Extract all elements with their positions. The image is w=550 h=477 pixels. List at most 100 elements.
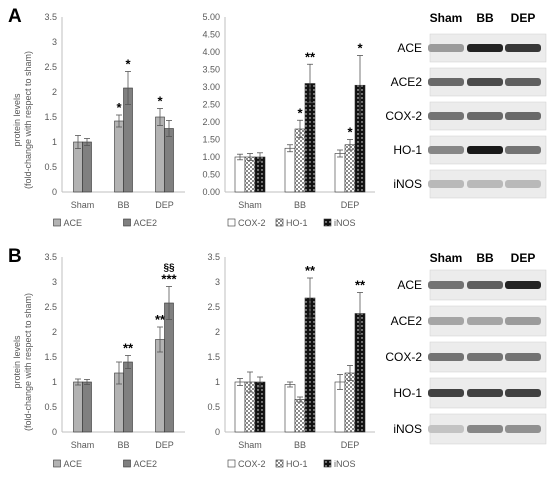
bar-cox-2-sham xyxy=(234,156,246,193)
bar-ace2-dep xyxy=(164,302,174,433)
y-tick-label: 3 xyxy=(52,37,57,47)
blot-band xyxy=(505,353,541,361)
legend-swatch-ho-1 xyxy=(275,459,284,468)
y-axis-label-a-line2: (fold-change with respect to sham) xyxy=(23,51,33,189)
blot-lane-label-dep: DEP xyxy=(511,11,536,25)
legend-label-ace: ACE xyxy=(64,459,83,469)
blot-band xyxy=(428,281,464,289)
blot-band xyxy=(428,180,464,188)
y-tick-label: 3.00 xyxy=(202,82,220,92)
y-tick-label: 4.00 xyxy=(202,47,220,57)
bar-ho-1-dep xyxy=(344,372,356,433)
y-tick-label: 2 xyxy=(215,327,220,337)
y-tick-label: 1 xyxy=(52,137,57,147)
y-tick-label: 5.00 xyxy=(202,12,220,22)
y-tick-label: 1.00 xyxy=(202,152,220,162)
blot-band xyxy=(467,78,503,86)
y-tick-label: 1.5 xyxy=(44,352,57,362)
x-tick-label: BB xyxy=(117,200,129,210)
blot-band xyxy=(428,425,464,433)
significance-marker-secondary: §§ xyxy=(163,263,175,274)
legend-label-ace2: ACE2 xyxy=(134,459,158,469)
legend-swatch-inos xyxy=(323,459,332,468)
y-tick-label: 0.00 xyxy=(202,187,220,197)
blot-band xyxy=(428,317,464,325)
significance-marker: * xyxy=(157,94,163,109)
blot-lane-label-sham: Sham xyxy=(430,251,463,265)
bar-cox-2-dep xyxy=(334,153,346,193)
panel-letter-b: B xyxy=(8,246,22,267)
blot-band xyxy=(428,389,464,397)
significance-marker: ** xyxy=(155,312,166,327)
significance-marker: ** xyxy=(305,49,316,64)
blot-row-label-cox-2: COX-2 xyxy=(385,350,422,364)
legend-label-inos: iNOS xyxy=(334,218,356,228)
significance-marker: * xyxy=(347,125,353,140)
x-tick-label: Sham xyxy=(71,440,95,450)
legend-swatch-inos xyxy=(323,218,332,227)
blot-band xyxy=(505,425,541,433)
y-axis-label-b: protein levels (fold-change with respect… xyxy=(12,293,33,431)
bar-inos-sham xyxy=(254,156,266,193)
x-tick-label: Sham xyxy=(238,200,262,210)
legend-label-cox-2: COX-2 xyxy=(238,218,266,228)
blot-band xyxy=(428,353,464,361)
x-tick-label: DEP xyxy=(155,440,174,450)
blot-band xyxy=(467,146,503,154)
y-tick-label: 2.00 xyxy=(202,117,220,127)
y-tick-label: 1.50 xyxy=(202,135,220,145)
y-tick-label: 0.5 xyxy=(44,402,57,412)
legend-swatch-cox-2 xyxy=(227,218,236,227)
y-tick-label: 3.5 xyxy=(44,12,57,22)
bar-ace2-sham xyxy=(82,141,92,193)
y-tick-label: 2.5 xyxy=(44,302,57,312)
y-tick-label: 0 xyxy=(215,427,220,437)
bar-ace2-dep xyxy=(164,128,174,193)
blot-row-label-ace: ACE xyxy=(397,41,422,55)
blot-band xyxy=(505,146,541,154)
bar-cox-2-bb xyxy=(284,384,296,433)
blot-band xyxy=(467,389,503,397)
y-axis-label-a-line1: protein levels xyxy=(12,93,22,147)
y-tick-label: 0.5 xyxy=(207,402,220,412)
blot-band xyxy=(467,281,503,289)
blot-row-label-inos: iNOS xyxy=(393,422,422,436)
western-blot-b: Sham BB DEP ACE ACE2 COX-2 HO-1 iNOS xyxy=(385,251,547,445)
blot-band xyxy=(467,112,503,120)
blot-band xyxy=(428,112,464,120)
bar-ace2-bb xyxy=(123,361,133,433)
y-tick-label: 1 xyxy=(52,377,57,387)
legend-swatch-ace2 xyxy=(123,218,131,227)
y-tick-label: 3 xyxy=(52,277,57,287)
legend-swatch-ace xyxy=(53,218,61,227)
significance-marker: ** xyxy=(355,278,366,293)
blot-band xyxy=(505,317,541,325)
y-tick-label: 0 xyxy=(52,427,57,437)
y-tick-label: 2.5 xyxy=(44,62,57,72)
significance-marker: ** xyxy=(123,341,134,356)
y-tick-label: 1.5 xyxy=(207,352,220,362)
bar-ho-1-dep xyxy=(344,144,356,193)
y-axis-label-b-line2: (fold-change with respect to sham) xyxy=(23,293,33,431)
blot-band xyxy=(467,317,503,325)
blot-band xyxy=(505,44,541,52)
panel-letter-a: A xyxy=(8,6,22,27)
blot-band xyxy=(505,281,541,289)
bar-ace-sham xyxy=(73,141,83,193)
blot-band xyxy=(467,180,503,188)
legend-swatch-ace2 xyxy=(123,459,131,468)
legend-label-ho-1: HO-1 xyxy=(286,218,308,228)
blot-band xyxy=(505,78,541,86)
bar-ho-1-bb xyxy=(294,399,306,433)
y-tick-label: 3.5 xyxy=(207,252,220,262)
blot-band xyxy=(467,425,503,433)
blot-band xyxy=(428,44,464,52)
significance-marker: *** xyxy=(161,272,177,287)
y-tick-label: 1 xyxy=(215,377,220,387)
bar-cox-2-sham xyxy=(234,381,246,433)
x-tick-label: BB xyxy=(294,440,306,450)
blot-band xyxy=(467,44,503,52)
bar-ho-1-sham xyxy=(244,156,256,193)
blot-row-label-inos: iNOS xyxy=(393,177,422,191)
blot-band xyxy=(428,78,464,86)
